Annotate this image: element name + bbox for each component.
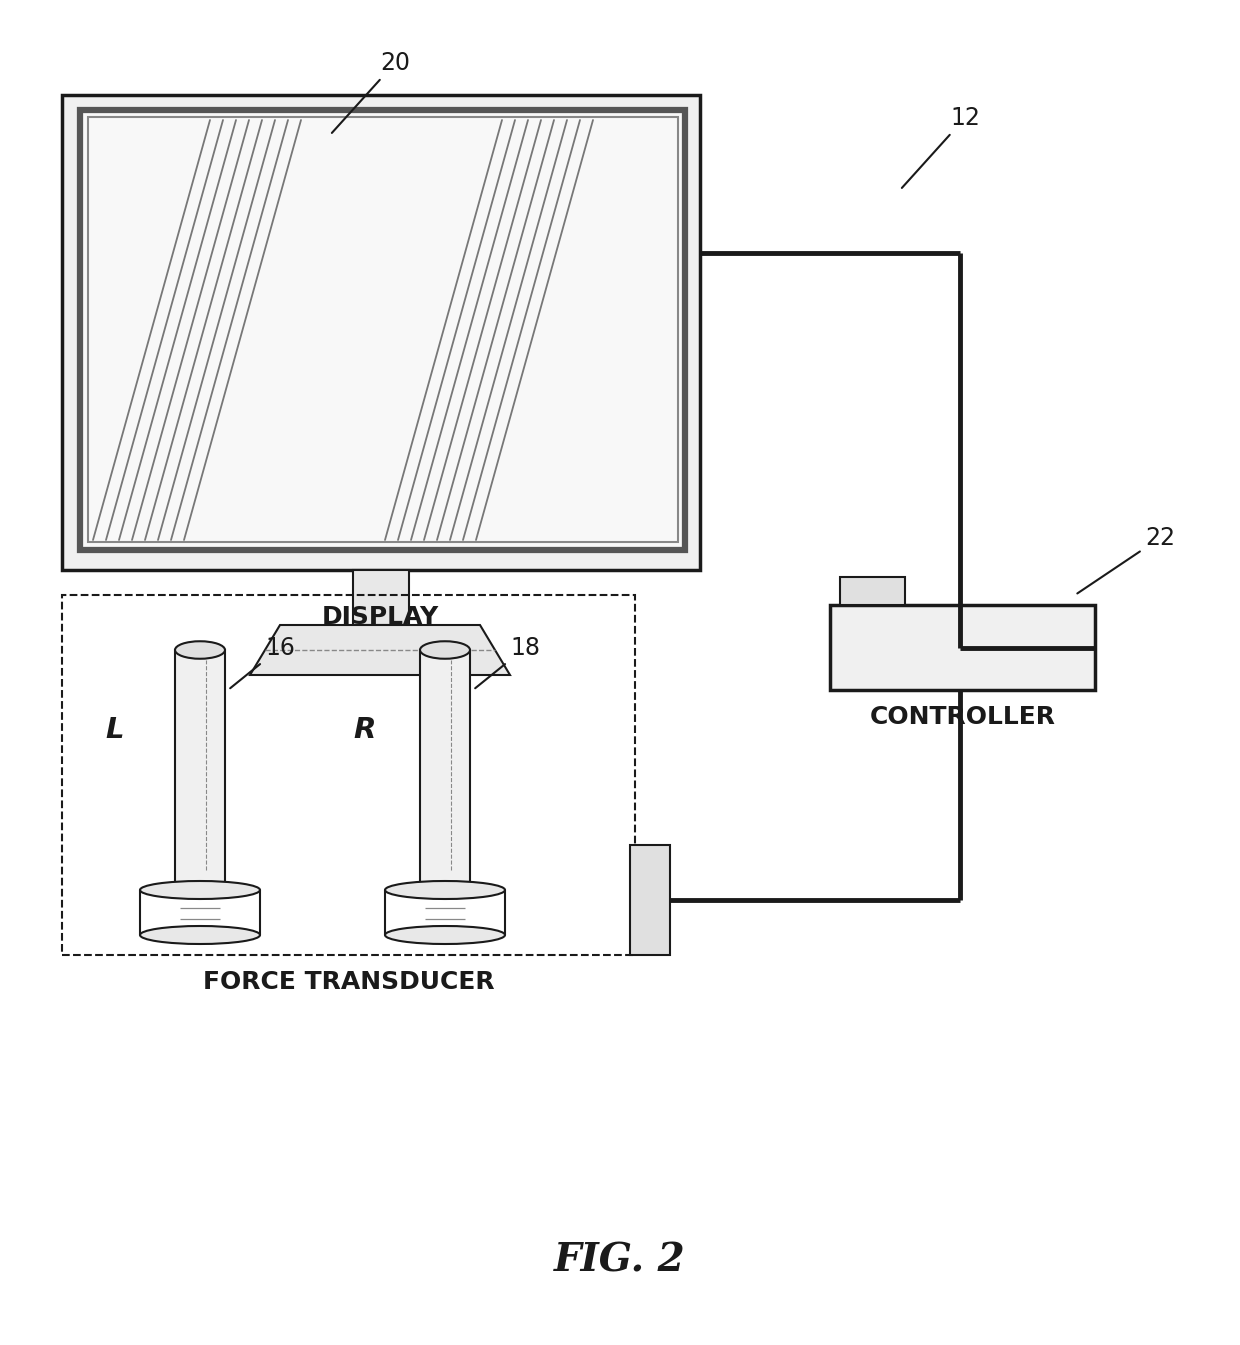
Bar: [353, 570, 409, 625]
Bar: [630, 845, 670, 955]
Ellipse shape: [384, 925, 505, 944]
Text: 18: 18: [475, 636, 539, 689]
Text: FORCE TRANSDUCER: FORCE TRANSDUCER: [202, 970, 495, 994]
Ellipse shape: [384, 881, 505, 898]
Text: L: L: [105, 716, 124, 744]
Text: R: R: [353, 716, 376, 744]
Ellipse shape: [140, 881, 260, 898]
Ellipse shape: [140, 925, 260, 944]
Text: 16: 16: [231, 636, 295, 689]
Ellipse shape: [420, 642, 470, 659]
Bar: [81, 110, 684, 550]
Bar: [839, 577, 905, 605]
Bar: [62, 95, 701, 570]
Text: 22: 22: [1078, 526, 1176, 593]
Ellipse shape: [175, 642, 224, 659]
Polygon shape: [250, 625, 510, 675]
Bar: [62, 594, 635, 955]
Bar: [420, 650, 470, 890]
Text: FIG. 2: FIG. 2: [554, 1241, 686, 1279]
Bar: [88, 117, 678, 542]
Text: DISPLAY: DISPLAY: [321, 605, 439, 629]
Text: CONTROLLER: CONTROLLER: [869, 705, 1055, 729]
Text: 20: 20: [332, 51, 410, 133]
Bar: [830, 605, 1095, 690]
Bar: [175, 650, 224, 890]
Text: 12: 12: [901, 106, 980, 188]
